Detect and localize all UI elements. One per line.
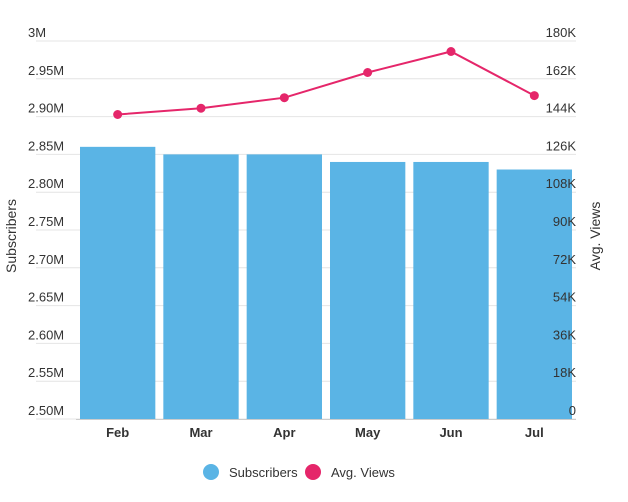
avg-views-point-feb[interactable] xyxy=(113,110,123,119)
avg-views-line-series xyxy=(113,47,539,119)
avg-views-point-mar[interactable] xyxy=(196,103,206,113)
left-tick-label: 2.55M xyxy=(28,365,64,380)
left-tick-label: 2.85M xyxy=(28,138,64,153)
x-tick-label: Jun xyxy=(439,425,462,440)
left-axis-title: Subscribers xyxy=(3,199,19,273)
right-tick-label: 18K xyxy=(553,365,576,380)
avg-views-point-jun[interactable] xyxy=(446,47,456,56)
right-tick-label: 108K xyxy=(546,176,577,191)
left-tick-label: 2.75M xyxy=(28,214,64,229)
right-tick-label: 72K xyxy=(553,252,576,267)
x-tick-label: Jul xyxy=(525,425,544,440)
subscribers-bars xyxy=(80,146,572,419)
left-tick-label: 2.60M xyxy=(28,327,64,342)
x-tick-label: Mar xyxy=(189,425,212,440)
avg-views-point-apr[interactable] xyxy=(279,93,289,103)
left-tick-label: 2.50M xyxy=(28,403,64,418)
left-tick-label: 2.70M xyxy=(28,252,64,267)
right-tick-label: 36K xyxy=(553,327,576,342)
right-tick-label: 180K xyxy=(546,25,577,40)
left-axis-ticks: 2.50M 2.55M 2.60M 2.65M 2.70M 2.75M 2.80M 2.85M… xyxy=(28,25,64,418)
right-tick-label: 0 xyxy=(569,403,576,418)
left-tick-label: 2.95M xyxy=(28,63,64,78)
avg-views-line xyxy=(117,50,535,116)
right-axis-title: Avg. Views xyxy=(587,202,603,271)
legend-label-avg-views: Avg. Views xyxy=(331,465,395,480)
left-tick-label: 2.65M xyxy=(28,290,64,305)
legend: Subscribers Avg. Views xyxy=(203,464,395,480)
legend-item-avg-views[interactable]: Avg. Views xyxy=(305,464,395,480)
x-axis-labels: Feb Mar Apr May Jun Jul xyxy=(76,419,576,440)
legend-item-subscribers[interactable]: Subscribers xyxy=(203,464,298,480)
avg-views-point-jul[interactable] xyxy=(529,91,539,101)
bar-feb[interactable] xyxy=(80,146,156,419)
avg-views-point-may[interactable] xyxy=(363,68,373,77)
right-axis-ticks: 0 18K 36K 54K 72K 90K 108K 126K 144K 162K 180K xyxy=(546,25,577,418)
bar-mar[interactable] xyxy=(163,154,239,419)
right-tick-label: 90K xyxy=(553,214,576,229)
left-tick-label: 2.90M xyxy=(28,101,64,116)
left-tick-label: 2.80M xyxy=(28,176,64,191)
bar-jun[interactable] xyxy=(413,161,489,419)
legend-label-subscribers: Subscribers xyxy=(229,465,298,480)
legend-marker-subscribers xyxy=(203,464,219,480)
bar-may[interactable] xyxy=(330,161,406,419)
right-tick-label: 54K xyxy=(553,290,576,305)
right-tick-label: 162K xyxy=(546,63,577,78)
x-tick-label: May xyxy=(355,425,381,440)
legend-marker-avg-views xyxy=(305,464,321,480)
x-tick-label: Apr xyxy=(273,425,295,440)
right-tick-label: 126K xyxy=(546,138,577,153)
right-tick-label: 144K xyxy=(546,101,577,116)
bar-apr[interactable] xyxy=(246,154,322,419)
bar-jul[interactable] xyxy=(496,169,572,419)
x-tick-label: Feb xyxy=(106,425,129,440)
left-tick-label: 3M xyxy=(28,25,46,40)
